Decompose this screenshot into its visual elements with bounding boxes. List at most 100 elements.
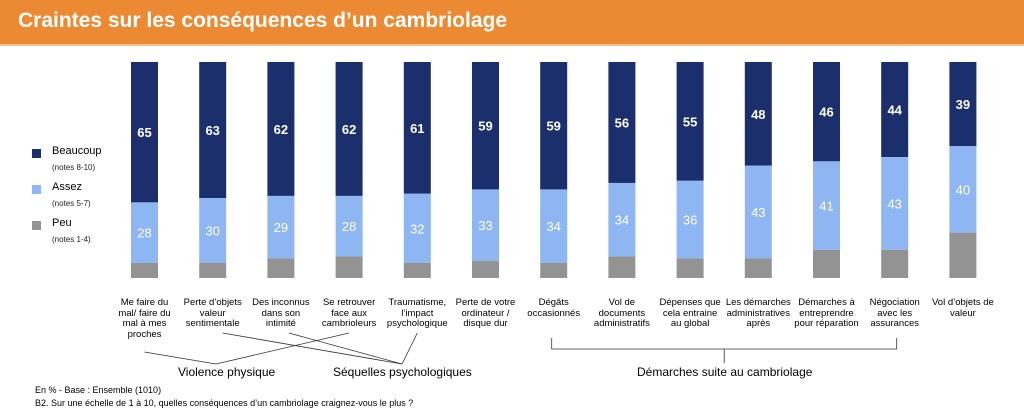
legend-label-assez: Assez [52,181,82,193]
bar-assez-2 [267,195,295,259]
bar-assez-3 [335,195,363,257]
bar-beaucoup-9 [744,62,772,166]
value-label-beaucoup-5: 59 [478,119,492,134]
bar-peu-12 [949,232,977,278]
bar-beaucoup-11 [881,62,909,158]
category-label-12: Vol d’objets de valeur [931,297,994,319]
value-label-assez-11: 43 [887,196,901,211]
bar-assez-12 [949,146,977,233]
bar-assez-10 [813,161,840,250]
category-label-11: Négociation avec les assurances [869,297,920,329]
bar-beaucoup-10 [813,62,840,162]
bar-assez-5 [472,189,499,261]
bar-peu-4 [403,262,431,278]
value-label-beaucoup-10: 46 [819,105,833,120]
bar-assez-0 [131,202,158,263]
bar-assez-1 [199,198,227,263]
bar-peu-3 [335,256,363,278]
value-label-beaucoup-9: 48 [751,107,765,122]
value-label-assez-10: 41 [819,199,833,214]
connector-violence-3 [215,332,350,365]
bar-peu-9 [744,258,772,278]
bar-beaucoup-5 [472,62,499,190]
bar-peu-2 [267,258,295,278]
group-label-demarches: Démarches suite au cambriolage [637,365,813,379]
value-label-assez-5: 33 [478,218,492,233]
group-label-violence: Violence physique [178,365,276,379]
bar-beaucoup-3 [335,62,363,196]
category-label-4: Traumatisme, l’impact psychologique [386,297,448,329]
bar-assez-8 [676,180,704,259]
group-label-sequelles: Séquelles psychologiques [333,365,472,379]
value-label-beaucoup-8: 55 [683,114,697,129]
category-label-2: Des inconnus dans son intimité [252,297,310,329]
value-label-assez-1: 30 [205,223,219,238]
value-label-beaucoup-11: 44 [887,103,902,118]
value-label-beaucoup-4: 61 [410,121,424,136]
bar-beaucoup-2 [267,62,295,196]
legend-label-beaucoup: Beaucoup [52,145,102,157]
bar-peu-7 [608,256,636,278]
value-label-assez-9: 43 [751,205,765,220]
legend-sub-peu: (notes 1-4) [52,235,91,244]
category-label-7: Vol de documents administratifs [593,297,650,329]
legend-item-peu: Peu (notes 1-4) [32,217,132,255]
category-label-5: Perte de votre ordinateur / disque dur [455,297,516,329]
legend-sub-beaucoup: (notes 8-10) [52,163,96,172]
value-label-beaucoup-2: 62 [274,122,288,137]
bar-beaucoup-6 [540,62,568,190]
legend-item-assez: Assez (notes 5-7) [32,181,132,219]
header-bar: Craintes sur les conséquences d’un cambr… [0,0,1024,44]
header-rule [0,44,1024,46]
footnote-base: En % - Base : Ensemble (1010) [35,385,162,395]
category-label-8: Dépenses que cela entraine au global [659,297,721,329]
value-label-assez-8: 36 [683,213,697,228]
connector-sequelles-1 [222,332,403,365]
value-label-beaucoup-6: 59 [546,119,560,134]
bar-assez-11 [881,157,909,250]
category-label-0: Me faire du mal/ faire du mal à mes proc… [118,297,171,340]
footnote-question: B2. Sur une échelle de 1 à 10, quelles c… [35,398,414,408]
connector-sequelles-4 [401,332,418,365]
bar-assez-4 [403,193,431,263]
bar-peu-5 [472,260,499,278]
value-label-assez-4: 32 [410,221,424,236]
bar-assez-7 [608,182,636,257]
value-label-beaucoup-1: 63 [205,123,219,138]
legend-swatch-assez [32,185,41,194]
bar-assez-9 [744,165,772,259]
category-label-10: Démarches à entreprendre pour réparation [794,297,859,329]
legend-label-peu: Peu [52,217,72,229]
value-label-assez-7: 34 [615,213,629,228]
legend-item-beaucoup: Beaucoup (notes 8-10) [32,145,132,183]
bar-beaucoup-7 [608,62,636,183]
value-label-assez-0: 28 [137,226,151,241]
value-label-assez-2: 29 [274,220,288,235]
bar-assez-6 [540,189,568,263]
legend-swatch-beaucoup [32,149,41,158]
legend-swatch-peu [32,221,41,230]
page-title: Craintes sur les conséquences d’un cambr… [18,9,507,32]
bracket-demarches [551,338,898,350]
value-label-beaucoup-3: 62 [342,122,356,137]
bar-peu-6 [540,262,568,278]
bar-peu-8 [676,258,704,278]
bar-beaucoup-1 [199,62,227,199]
category-label-6: Dégâts occasionnés [527,297,581,319]
category-label-1: Perte d’objets valeur sentimentale [183,297,242,329]
connector-violence-0 [144,351,217,365]
connector-sequelles-2 [288,332,403,365]
bar-beaucoup-8 [676,62,704,181]
legend-sub-assez: (notes 5-7) [52,199,91,208]
bar-peu-11 [881,249,909,278]
category-label-9: Les démarches administratives après [725,297,791,329]
bar-beaucoup-12 [949,62,977,147]
value-label-assez-12: 40 [956,182,970,197]
bar-beaucoup-0 [131,62,158,203]
value-label-beaucoup-0: 65 [137,125,151,140]
value-label-beaucoup-7: 56 [615,115,629,130]
value-label-assez-6: 34 [546,219,560,234]
value-label-assez-3: 28 [342,219,356,234]
bar-peu-0 [131,262,158,278]
